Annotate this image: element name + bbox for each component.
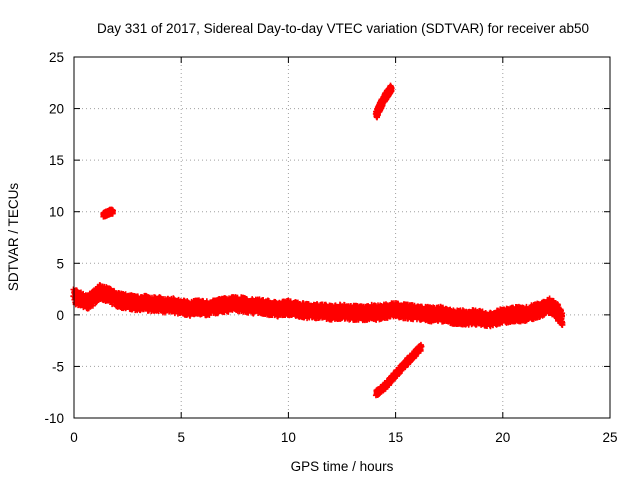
chart-title: Day 331 of 2017, Sidereal Day-to-day VTE…: [97, 21, 589, 36]
series-1: [70, 282, 566, 330]
data-points: [70, 82, 566, 399]
